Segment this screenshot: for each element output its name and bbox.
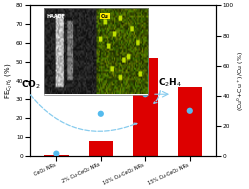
Point [99,112,103,115]
Text: Cu: Cu [101,14,109,19]
Text: CO$_2$: CO$_2$ [21,79,41,91]
Text: C$_2$H$_4$: C$_2$H$_4$ [158,77,182,90]
Point [188,109,192,112]
Text: HAADF: HAADF [47,14,66,19]
Bar [44,155,68,156]
Point [143,93,147,96]
Bar [178,87,202,156]
Bar [89,141,113,156]
Y-axis label: FE$_{C_2H_4}$ (%): FE$_{C_2H_4}$ (%) [3,63,14,99]
Point [54,152,58,155]
Bar [133,58,158,156]
Y-axis label: (Cu$^0$+Cu$^+$)/Cu (%): (Cu$^0$+Cu$^+$)/Cu (%) [235,51,246,111]
